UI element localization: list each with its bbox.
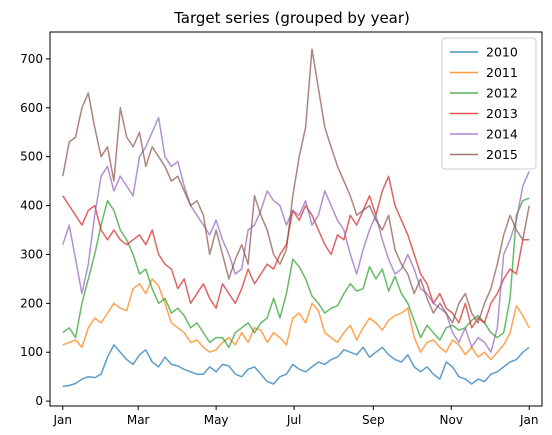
y-axis: 0 100 200 300 400 500 600 700 bbox=[20, 52, 50, 408]
legend-label: 2011 bbox=[486, 65, 518, 80]
y-tick-label: 600 bbox=[20, 101, 43, 115]
series-lines bbox=[62, 48, 530, 388]
y-tick-label: 100 bbox=[20, 345, 43, 359]
x-tick-label: Jan bbox=[53, 413, 73, 427]
series-line-2015 bbox=[62, 48, 530, 324]
legend-label: 2015 bbox=[486, 147, 518, 162]
x-tick-label: Jul bbox=[286, 413, 301, 427]
y-tick-label: 200 bbox=[20, 296, 43, 310]
y-tick-label: 500 bbox=[20, 150, 43, 164]
x-tick-label: May bbox=[204, 413, 229, 427]
x-tick-label: Jan bbox=[519, 413, 539, 427]
y-tick-label: 700 bbox=[20, 52, 43, 66]
series-line-2014 bbox=[62, 116, 530, 353]
series-line-2013 bbox=[62, 175, 530, 329]
x-tick-label: Mar bbox=[127, 413, 150, 427]
y-tick-label: 400 bbox=[20, 199, 43, 213]
series-line-2011 bbox=[62, 278, 530, 361]
legend-label: 2014 bbox=[486, 127, 518, 142]
series-line-2012 bbox=[62, 197, 530, 349]
chart-title: Target series (grouped by year) bbox=[173, 9, 410, 27]
y-tick-label: 0 bbox=[35, 394, 43, 408]
legend-label: 2010 bbox=[486, 45, 518, 60]
legend-box bbox=[441, 37, 537, 170]
x-axis: Jan Mar May Jul Sep Nov Jan bbox=[53, 406, 539, 427]
x-tick-label: Nov bbox=[440, 413, 463, 427]
series-line-2010 bbox=[62, 344, 530, 388]
legend: 2010 2011 2012 2013 2014 2015 bbox=[441, 37, 537, 170]
legend-label: 2012 bbox=[486, 86, 518, 101]
x-tick-label: Sep bbox=[362, 413, 385, 427]
y-tick-label: 300 bbox=[20, 247, 43, 261]
legend-label: 2013 bbox=[486, 106, 518, 121]
